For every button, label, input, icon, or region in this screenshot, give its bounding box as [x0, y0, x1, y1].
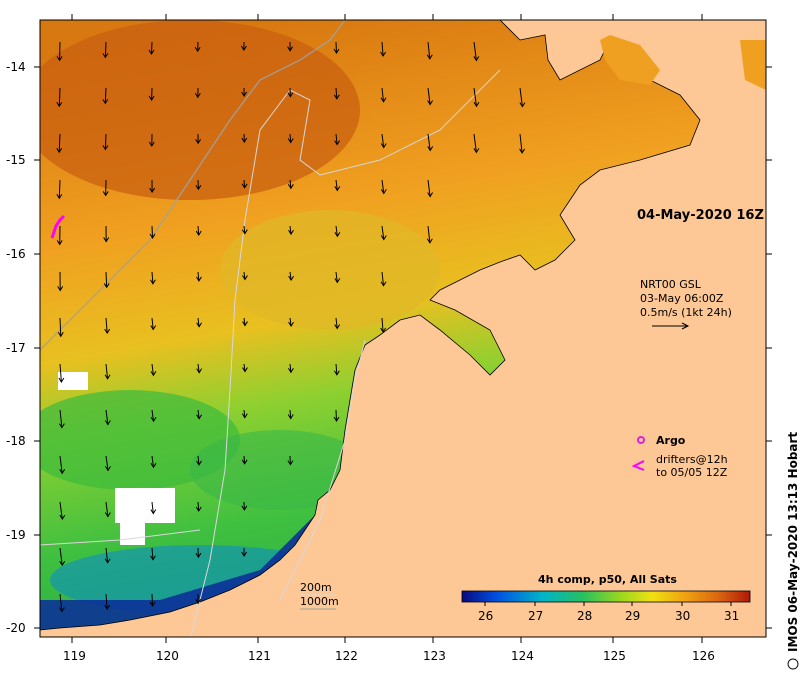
current-arrow — [105, 88, 106, 103]
plot-area — [20, 20, 766, 640]
colorbar-tick: 26 — [478, 609, 493, 623]
copyright-icon — [788, 659, 798, 669]
current-arrow — [152, 42, 153, 54]
x-tick-label: 122 — [335, 649, 358, 663]
colorbar-tick: 31 — [724, 609, 739, 623]
colorbar-tick: 28 — [577, 609, 592, 623]
current-scale: 0.5m/s (1kt 24h) — [640, 306, 732, 319]
colorbar-tick: 30 — [675, 609, 690, 623]
credit: IMOS 06-May-2020 13:13 Hobart — [786, 432, 800, 669]
y-tick-label: -17 — [6, 341, 26, 355]
y-tick-label: -20 — [6, 621, 26, 635]
mid-patch — [220, 210, 440, 330]
y-tick-label: -18 — [6, 434, 26, 448]
current-arrow — [152, 226, 153, 238]
y-tick-label: -15 — [6, 153, 26, 167]
drifter-label-2: to 05/05 12Z — [656, 466, 728, 479]
colorbar-scale — [462, 591, 750, 602]
map-timestamp: 04-May-2020 16Z — [637, 208, 764, 223]
current-arrow — [105, 42, 106, 57]
current-arrow — [105, 134, 106, 149]
current-arrow — [336, 42, 337, 53]
credit-text: IMOS 06-May-2020 13:13 Hobart — [786, 432, 800, 652]
y-tick-label: -14 — [6, 60, 26, 74]
contour-1000-label: 1000m — [300, 595, 339, 608]
cloud-gap — [120, 515, 145, 545]
current-arrow — [152, 594, 153, 606]
colorbar-tick: 27 — [528, 609, 543, 623]
x-tick-label: 119 — [63, 649, 86, 663]
x-tick-label: 125 — [603, 649, 626, 663]
colorbar-tick: 29 — [625, 609, 640, 623]
current-source: NRT00 GSL — [640, 278, 702, 291]
x-tick-label: 124 — [511, 649, 534, 663]
current-arrow — [59, 88, 60, 106]
current-arrow — [106, 272, 107, 287]
warm-pool — [20, 20, 360, 200]
y-tick-label: -16 — [6, 247, 26, 261]
x-tick-label: 120 — [156, 649, 179, 663]
drifter-label-1: drifters@12h — [656, 453, 728, 466]
current-arrow — [59, 180, 60, 198]
x-tick-label: 126 — [692, 649, 715, 663]
current-time: 03-May 06:00Z — [640, 292, 724, 305]
colorbar-title: 4h comp, p50, All Sats — [538, 573, 677, 586]
contour-200-label: 200m — [300, 581, 332, 594]
x-tick-label: 123 — [423, 649, 446, 663]
x-tick-label: 121 — [248, 649, 271, 663]
argo-label: Argo — [656, 434, 686, 447]
y-tick-label: -19 — [6, 528, 26, 542]
